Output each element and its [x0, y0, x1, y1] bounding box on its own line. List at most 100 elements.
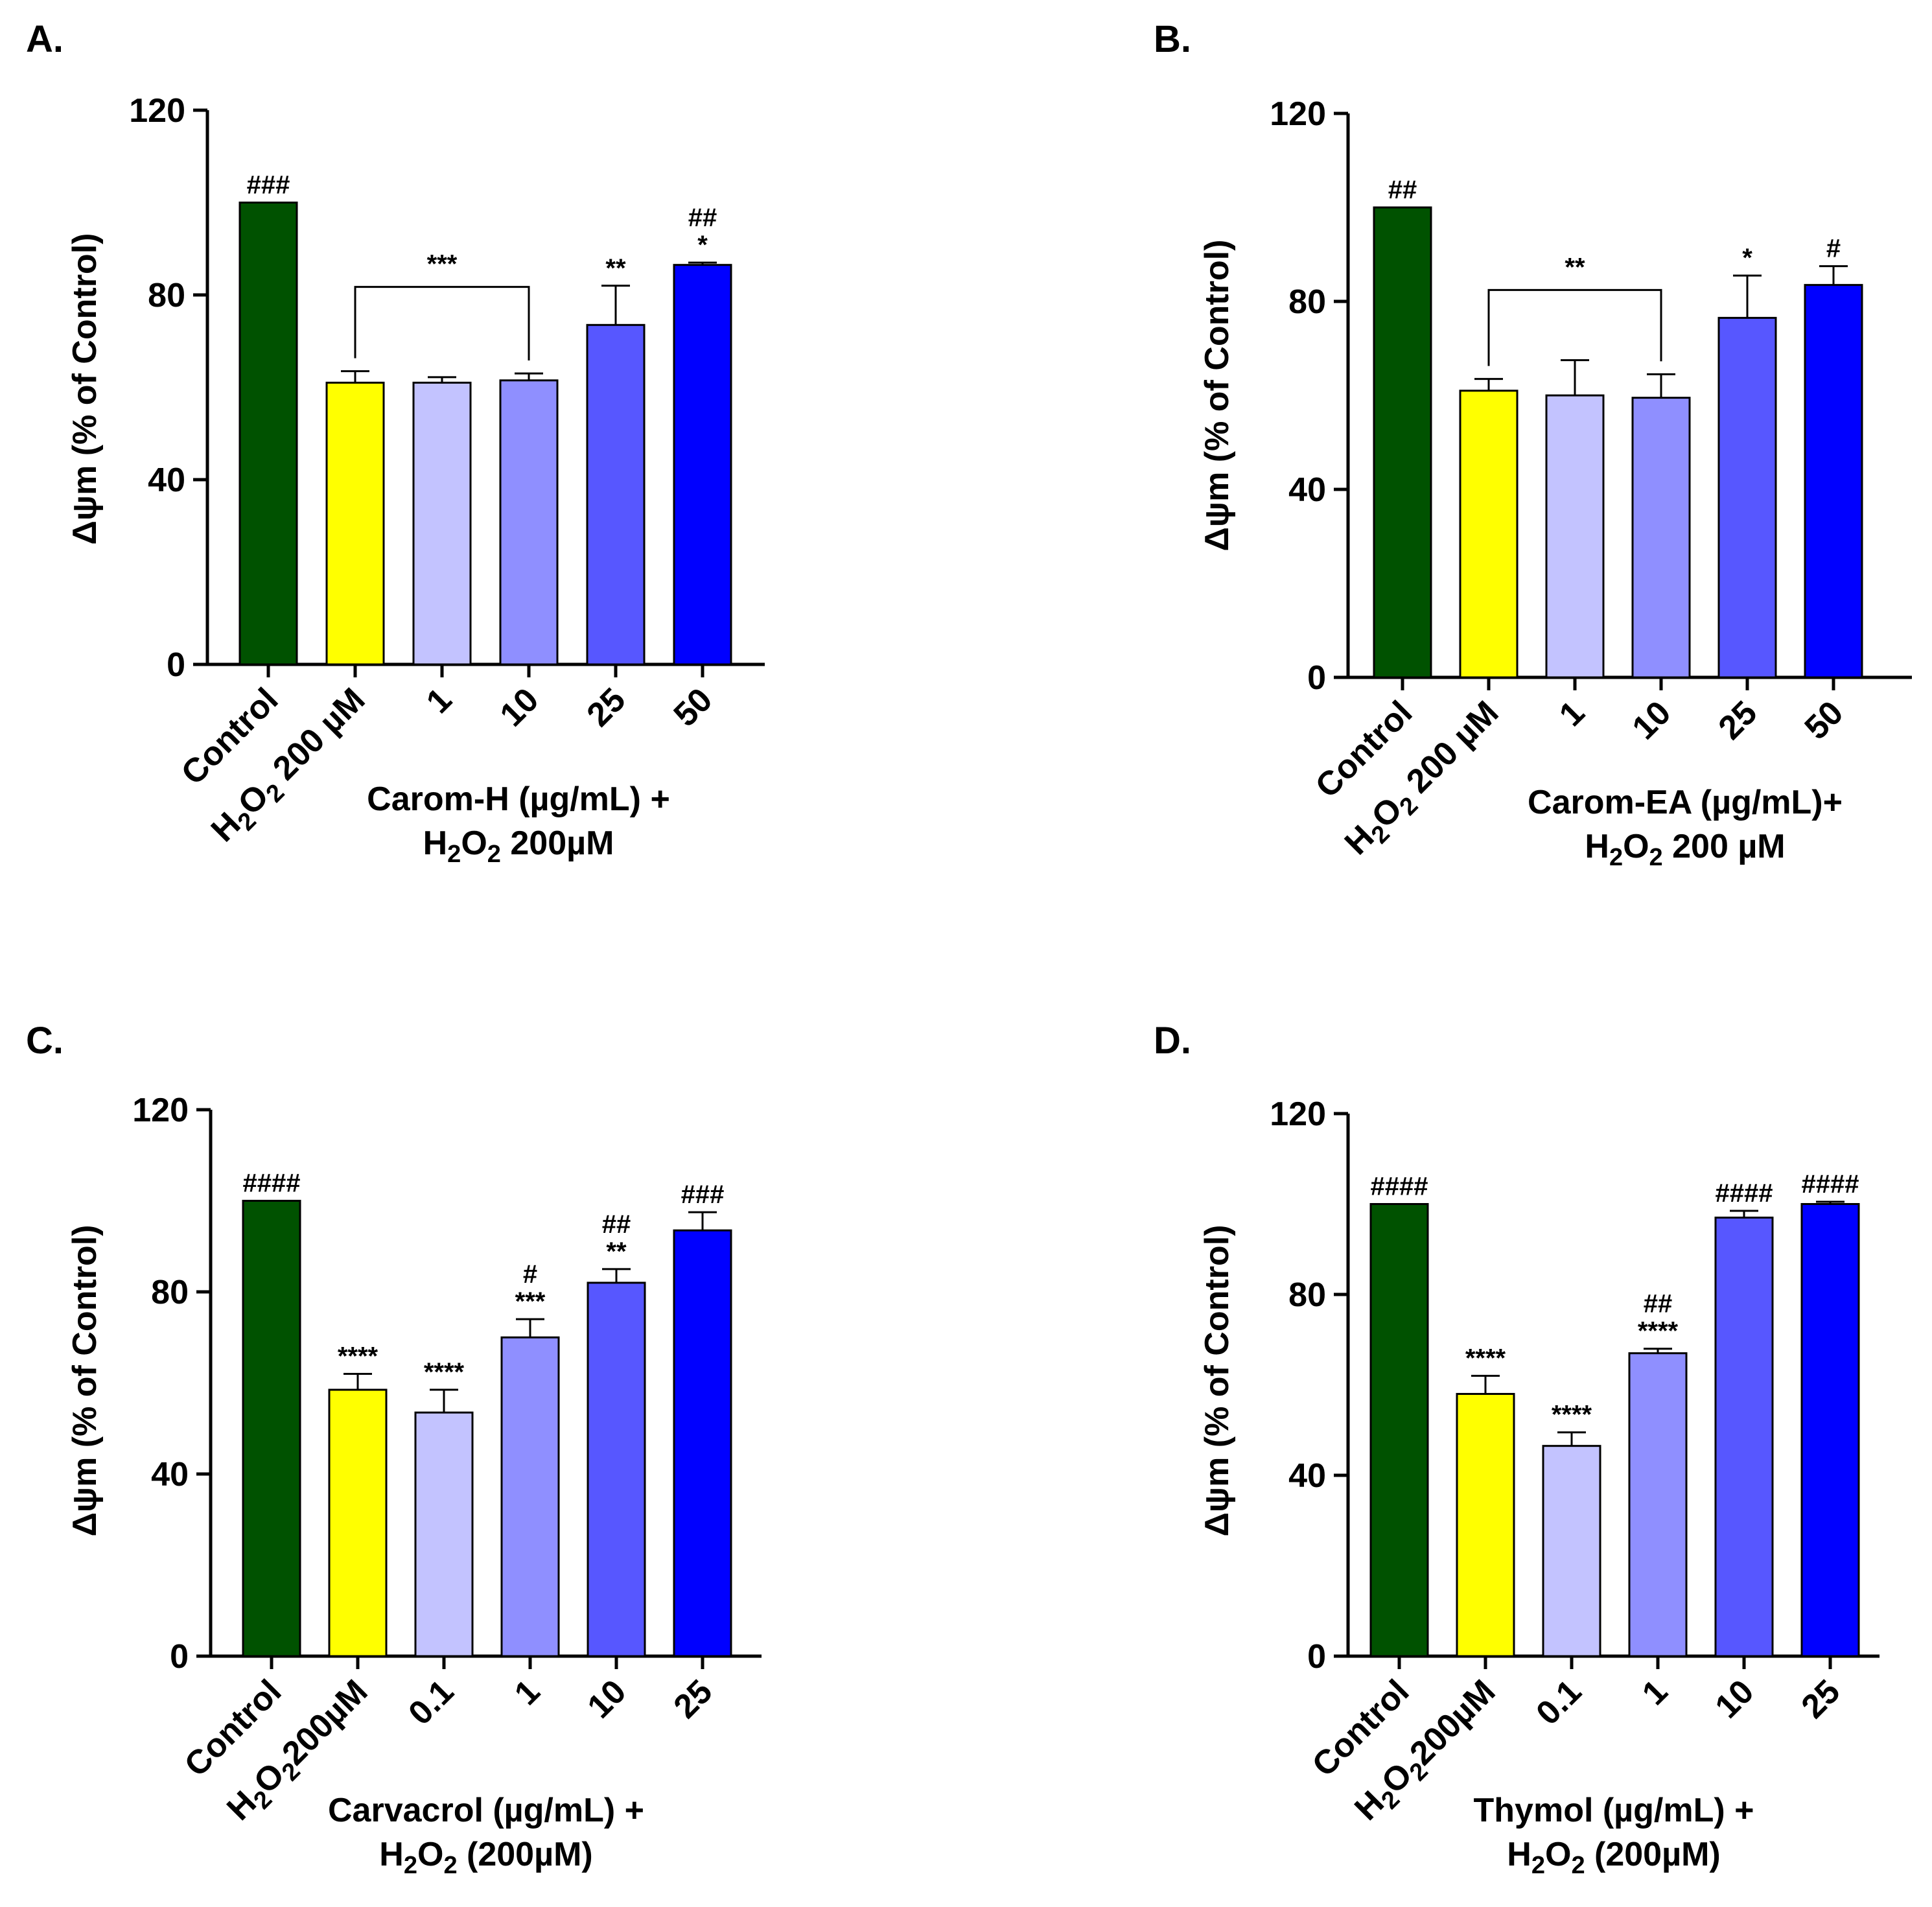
panel-label: C. [26, 1020, 64, 1062]
bar [1542, 1445, 1601, 1657]
y-axis-label: Δψm (% of Control) [66, 1225, 104, 1537]
bar [242, 1200, 301, 1657]
y-tick-label: 80 [1288, 283, 1326, 321]
bar [587, 1281, 646, 1657]
bar [239, 202, 298, 666]
y-tick-label: 40 [148, 462, 185, 499]
panel-label: A. [26, 18, 64, 60]
y-tick-label: 120 [132, 1092, 189, 1129]
significance-label: ### [681, 1180, 725, 1209]
y-tick-label: 120 [129, 92, 185, 130]
bar [1714, 1216, 1774, 1657]
y-tick-label: 80 [1288, 1276, 1326, 1314]
group-label: Carvacrol (µg/mL) + [328, 1792, 644, 1829]
bar [1456, 1392, 1515, 1657]
significance-label: #### [1802, 1170, 1859, 1199]
bracket-label: ** [1565, 253, 1585, 281]
significance-label: ## [688, 204, 717, 232]
significance-label: ** [605, 254, 626, 283]
group-label: H2O2 (200µM) [1507, 1836, 1720, 1879]
bar [1631, 397, 1691, 679]
bar [1545, 394, 1605, 679]
bar [328, 1388, 388, 1657]
significance-bracket [354, 286, 530, 361]
x-tick-label: 50 [1798, 694, 1851, 747]
x-tick-label: 50 [667, 681, 720, 734]
x-tick-label: 10 [493, 681, 546, 734]
significance-bracket [1487, 288, 1662, 366]
y-tick-label: 80 [151, 1274, 189, 1311]
y-axis-label: Δψm (% of Control) [1198, 240, 1236, 552]
significance-label: ** [606, 1237, 627, 1266]
x-tick-label: H2O2 200 µM [1338, 694, 1510, 866]
x-tick-label: 10 [1708, 1672, 1762, 1726]
y-axis-label: Δψm (% of Control) [66, 233, 104, 545]
y-tick-label: 40 [1288, 471, 1326, 509]
bar [1373, 206, 1432, 679]
x-tick-label: 10 [1625, 694, 1679, 747]
x-tick-label: 1 [507, 1672, 547, 1712]
x-tick-label: H2O2 200 µM [204, 681, 377, 853]
group-label: Carom-H (µg/mL) + [367, 780, 670, 818]
significance-label: ## [1388, 176, 1417, 204]
y-tick-label: 0 [170, 1638, 189, 1676]
significance-label: *** [515, 1287, 546, 1316]
significance-label: **** [1552, 1401, 1592, 1429]
bar [325, 381, 385, 666]
bar [1628, 1352, 1688, 1657]
y-tick-label: 40 [151, 1456, 189, 1493]
significance-label: #### [1371, 1173, 1428, 1201]
y-tick-label: 80 [148, 277, 185, 314]
bar [1717, 316, 1777, 679]
x-tick-label: 0.1 [401, 1672, 461, 1732]
x-tick-label: 25 [667, 1672, 720, 1726]
significance-label: # [523, 1260, 537, 1289]
significance-label: #### [243, 1169, 301, 1198]
bar [586, 323, 646, 666]
bar [1459, 390, 1519, 679]
y-tick-label: 0 [1307, 659, 1326, 697]
significance-label: ### [247, 171, 290, 200]
bar [673, 1229, 732, 1657]
bar [500, 1336, 560, 1657]
y-axis-label: Δψm (% of Control) [1198, 1225, 1236, 1537]
significance-label: * [697, 231, 708, 259]
bar [1800, 1203, 1860, 1657]
group-label: Carom-EA (µg/mL)+ [1528, 784, 1843, 821]
x-tick-label: 25 [1795, 1672, 1848, 1726]
y-tick-label: 0 [167, 646, 185, 684]
x-tick-label: 1 [1552, 694, 1592, 733]
significance-label: ## [1644, 1290, 1673, 1318]
group-label: H2O2 (200µM) [379, 1836, 592, 1879]
significance-label: * [1742, 244, 1752, 272]
group-label: H2O2 200 µM [1585, 828, 1785, 871]
x-tick-label: 1 [1635, 1672, 1675, 1712]
x-tick-label: 0.1 [1529, 1672, 1589, 1732]
x-tick-label: 25 [1712, 694, 1765, 747]
bar [1369, 1203, 1429, 1657]
y-tick-label: 120 [1270, 1095, 1326, 1133]
significance-label: **** [338, 1342, 378, 1370]
x-tick-label: 10 [581, 1672, 634, 1726]
y-tick-label: 0 [1307, 1638, 1326, 1676]
panel-label: B. [1154, 18, 1191, 60]
significance-label: # [1826, 235, 1841, 263]
significance-label: **** [1638, 1317, 1679, 1346]
x-tick-label: 1 [419, 681, 459, 720]
significance-label: #### [1716, 1179, 1773, 1208]
bar [673, 264, 732, 666]
significance-label: ## [602, 1210, 631, 1239]
bar [499, 379, 559, 666]
y-tick-label: 40 [1288, 1457, 1326, 1495]
panel-label: D. [1154, 1020, 1191, 1062]
bar [412, 381, 472, 666]
bracket-label: *** [427, 250, 458, 279]
group-label: Thymol (µg/mL) + [1474, 1792, 1754, 1829]
bar [1804, 284, 1863, 679]
bar [414, 1411, 474, 1657]
y-tick-label: 120 [1270, 95, 1326, 133]
